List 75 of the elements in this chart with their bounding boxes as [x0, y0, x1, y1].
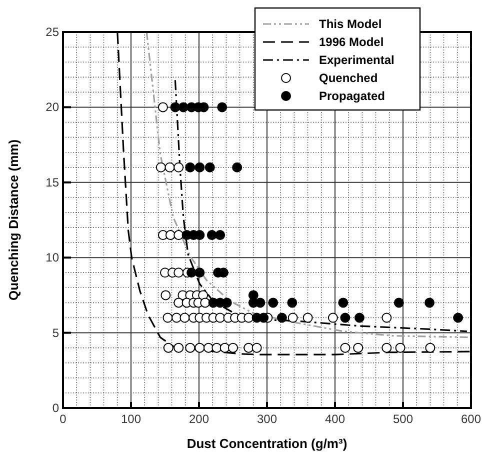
- point: [276, 312, 287, 323]
- point: [302, 312, 313, 323]
- point: [382, 312, 392, 323]
- x-tick-label: 600: [460, 412, 482, 426]
- point: [425, 342, 436, 353]
- point: [194, 162, 205, 172]
- x-tick-label: 100: [120, 412, 142, 426]
- point: [160, 290, 171, 300]
- point: [174, 268, 184, 278]
- point: [194, 342, 205, 353]
- point: [222, 298, 232, 308]
- point: [185, 342, 196, 353]
- x-tick-label: 400: [324, 412, 346, 426]
- point: [215, 230, 226, 240]
- point: [185, 162, 196, 172]
- point: [394, 298, 404, 308]
- point: [338, 298, 348, 308]
- x-axis-title: Dust Concentration (g/m³): [186, 436, 348, 451]
- point: [164, 162, 175, 172]
- point: [354, 312, 364, 323]
- y-tick-label: 20: [46, 100, 60, 114]
- point: [232, 162, 242, 172]
- point: [174, 230, 184, 240]
- point: [165, 230, 176, 240]
- point: [180, 312, 190, 323]
- point: [244, 312, 254, 323]
- point: [328, 312, 338, 323]
- point: [204, 162, 215, 172]
- point: [178, 102, 188, 112]
- x-tick-label: 300: [256, 412, 278, 426]
- legend-label: Quenched: [319, 71, 378, 85]
- point: [204, 342, 214, 353]
- point: [206, 230, 217, 240]
- legend-label: This Model: [319, 17, 382, 31]
- y-tick-label: 5: [52, 326, 60, 340]
- point: [252, 342, 262, 353]
- point: [255, 298, 266, 308]
- point: [244, 342, 254, 353]
- point: [453, 312, 464, 323]
- point: [200, 298, 210, 308]
- point: [217, 102, 228, 112]
- point: [340, 312, 350, 323]
- point: [228, 342, 238, 353]
- point: [186, 268, 197, 278]
- point: [194, 268, 205, 278]
- x-tick-label: 500: [392, 412, 414, 426]
- point: [174, 162, 184, 172]
- point: [340, 342, 350, 353]
- point: [162, 312, 173, 323]
- legend-label: Experimental: [319, 53, 394, 67]
- point: [174, 298, 184, 308]
- legend-label: 1996 Model: [319, 35, 384, 49]
- legend-label: Propagated: [319, 89, 386, 103]
- point: [382, 342, 392, 353]
- point: [163, 342, 174, 353]
- y-tick-label: 15: [46, 175, 60, 190]
- point: [215, 312, 226, 323]
- y-tick-label: 10: [46, 250, 60, 265]
- point: [220, 342, 230, 353]
- x-tick-label: 200: [188, 412, 210, 426]
- point: [174, 342, 184, 353]
- point: [353, 342, 364, 353]
- point: [287, 298, 298, 308]
- point: [395, 342, 406, 353]
- y-tick-label: 0: [52, 401, 60, 415]
- point: [172, 312, 182, 323]
- point: [424, 298, 435, 308]
- point: [212, 342, 222, 353]
- point: [158, 102, 168, 112]
- y-tick-label: 25: [46, 25, 60, 39]
- point: [288, 312, 298, 323]
- point: [268, 298, 278, 308]
- y-axis-title: Quenching Distance (mm): [6, 139, 21, 301]
- point: [156, 162, 166, 172]
- point: [258, 312, 269, 323]
